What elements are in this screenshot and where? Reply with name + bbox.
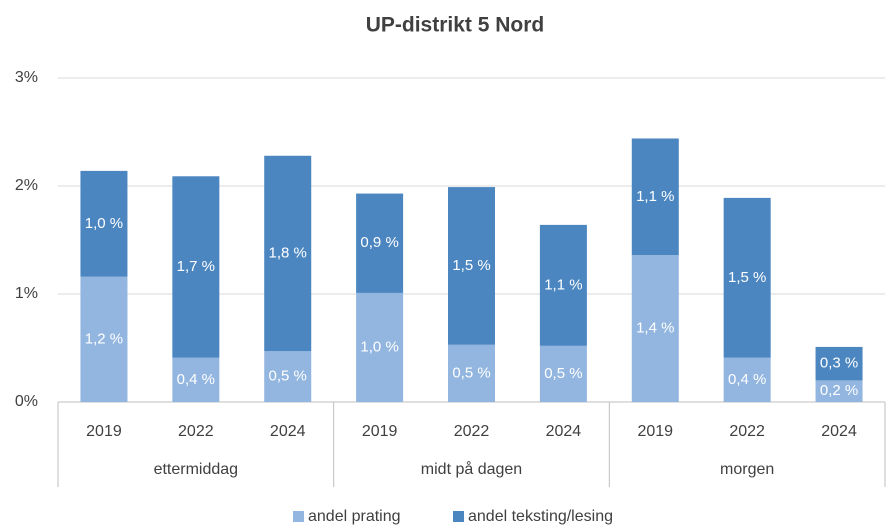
bar-segment — [631, 138, 679, 256]
data-label: 0,5 % — [269, 368, 307, 385]
data-label: 1,7 % — [177, 258, 215, 275]
y-tick-label: 3% — [15, 69, 38, 86]
data-label: 0,2 % — [820, 382, 858, 399]
data-label: 0,4 % — [177, 371, 215, 388]
x-tick-label: 2022 — [729, 423, 765, 440]
bar-segment — [172, 176, 220, 358]
data-label: 1,2 % — [85, 330, 123, 347]
bar-segment — [80, 170, 128, 277]
bar-segment — [264, 155, 312, 352]
x-tick-label: 2019 — [86, 423, 122, 440]
data-label: 1,8 % — [269, 244, 307, 261]
chart-title: UP-distrikt 5 Nord — [366, 14, 545, 37]
y-tick-label: 0% — [15, 393, 38, 410]
group-label: morgen — [720, 461, 774, 478]
legend-swatch — [453, 511, 464, 522]
data-label: 1,4 % — [636, 320, 674, 337]
legend-swatch — [293, 511, 304, 522]
data-label: 0,4 % — [728, 371, 766, 388]
legend-label: andel prating — [308, 508, 401, 525]
data-label: 0,3 % — [820, 355, 858, 372]
bar-segment — [356, 193, 404, 293]
bar-segment — [448, 187, 495, 345]
legend-label: andel teksting/lesing — [468, 508, 613, 525]
data-label: 1,1 % — [636, 188, 674, 205]
group-label: midt på dagen — [421, 460, 522, 478]
data-label: 1,1 % — [544, 276, 582, 293]
bar-segment — [539, 345, 587, 402]
data-label: 0,9 % — [360, 234, 398, 251]
x-tick-label: 2019 — [362, 423, 398, 440]
x-tick-label: 2019 — [637, 423, 673, 440]
data-label: 0,5 % — [452, 364, 490, 381]
bar-segment — [448, 344, 495, 402]
data-label: 1,5 % — [452, 257, 490, 274]
x-tick-label: 2024 — [821, 423, 857, 440]
bar-segment — [264, 351, 312, 402]
x-tick-label: 2022 — [454, 423, 490, 440]
bar-segment — [723, 197, 771, 358]
y-tick-label: 1% — [15, 285, 38, 302]
bar-segment — [80, 276, 128, 402]
y-tick-label: 2% — [15, 177, 38, 194]
bar-segment — [631, 255, 679, 402]
x-tick-label: 2024 — [270, 423, 306, 440]
bar-segment — [356, 292, 404, 402]
group-label: ettermiddag — [154, 461, 239, 478]
x-tick-label: 2022 — [178, 423, 214, 440]
bar-segment — [723, 357, 771, 402]
bar-segment — [539, 224, 587, 346]
bar-segment — [815, 346, 863, 381]
data-label: 0,5 % — [544, 365, 582, 382]
bar-segment — [815, 380, 863, 402]
data-label: 1,0 % — [85, 215, 123, 232]
bar-segment — [172, 357, 220, 402]
data-label: 1,5 % — [728, 269, 766, 286]
x-tick-label: 2024 — [546, 423, 582, 440]
data-label: 1,0 % — [360, 338, 398, 355]
